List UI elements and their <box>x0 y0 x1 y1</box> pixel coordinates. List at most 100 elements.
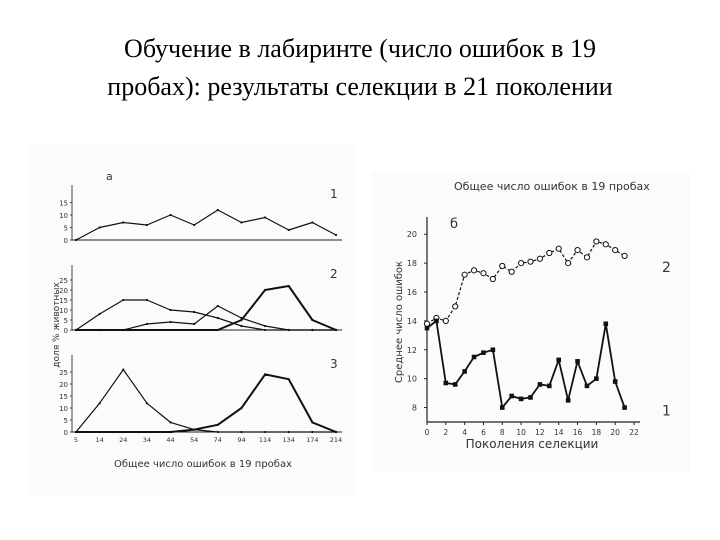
panel-b-point-series-2 <box>461 271 468 278</box>
panel-a-subplot-label-2: 2 <box>330 267 338 281</box>
panel-a-point <box>74 328 78 332</box>
panel-b-point-series-2 <box>527 258 534 265</box>
panel-b-point-series-1 <box>547 383 552 389</box>
panel-a-point <box>122 368 125 371</box>
panel-b-ytick-label: 20 <box>407 230 417 239</box>
panel-b-point-series-1 <box>565 398 571 403</box>
panel-a-point <box>216 316 219 320</box>
panel-b-xtick-label: 18 <box>592 428 602 437</box>
panel-a-point <box>169 308 172 312</box>
panel-b-point-series-1 <box>612 379 618 384</box>
panel-b-point-series-1 <box>537 382 543 387</box>
slide-title: Обучение в лабиринте (число ошибок в 19 … <box>20 30 700 106</box>
panel-b-point-series-1 <box>603 321 609 327</box>
panel-a-point <box>169 328 172 332</box>
panel-b-xtick-label: 22 <box>629 428 639 437</box>
panel-b-point-series-1 <box>443 380 449 386</box>
panel-a-point <box>263 288 267 292</box>
panel-b-xtick-label: 2 <box>443 428 448 437</box>
panel-b-xlabel: Поколения селекции <box>466 437 599 451</box>
panel-b-xtick-label: 20 <box>610 428 620 437</box>
panel-b-ytick-label: 16 <box>407 288 417 297</box>
panel-a-point <box>145 298 149 302</box>
panel-a-series-line-3-2 <box>76 373 337 433</box>
panel-a-point <box>74 430 78 434</box>
panel-a-xtick-label: 94 <box>237 436 245 444</box>
panel-b-ytick-label: 14 <box>407 317 417 326</box>
panel-b-point-series-2 <box>489 275 496 283</box>
panel-a-point <box>216 430 219 434</box>
panel-a-point <box>169 213 172 217</box>
panel-b-point-series-1 <box>556 357 562 363</box>
panel-a-point <box>216 208 219 212</box>
panel-b-xtick-label: 6 <box>481 428 486 437</box>
panel-a-point <box>98 430 101 434</box>
panel-a-ytick-label: 15 <box>59 297 68 305</box>
panel-b-point-series-1 <box>575 359 580 364</box>
panel-b-xtick-label: 14 <box>554 428 564 437</box>
panel-a-point <box>122 298 125 302</box>
panel-a-ytick-label: 10 <box>59 307 68 315</box>
panel-a-point <box>98 226 101 229</box>
panel-a-point <box>334 328 338 332</box>
panel-b-xtick-label: 16 <box>573 428 583 437</box>
panel-a-series-line-1-1 <box>75 209 337 241</box>
panel-a-point <box>122 430 125 434</box>
panel-b-series-line-1 <box>426 319 626 409</box>
panel-b-point-series-2 <box>470 267 478 274</box>
panel-a-subplot-label-3: 3 <box>330 357 338 371</box>
panel-b-point-series-2 <box>593 238 600 245</box>
panel-a-ylabel: доля % животных <box>52 282 62 368</box>
panel-a-point <box>311 421 314 424</box>
panel-a-xlabel: Общее число ошибок в 19 пробах <box>114 459 292 470</box>
panel-a-ytick-label: 0 <box>64 237 68 245</box>
panel-b-point-series-1 <box>499 405 505 410</box>
slide-title-line-1: Обучение в лабиринте (число ошибок в 19 <box>124 34 596 63</box>
panel-b-xtick-label: 10 <box>516 428 526 437</box>
panel-a-ytick-label: 10 <box>59 212 68 220</box>
panel-a-point <box>240 318 243 322</box>
panel-a-point <box>193 223 196 227</box>
panel-a-point <box>98 328 101 332</box>
panel-a-ytick-label: 25 <box>59 277 68 285</box>
panel-b-title: Общее число ошибок в 19 пробах <box>454 180 650 193</box>
panel-b-point-series-1 <box>481 350 486 355</box>
panel-b-ytick-label: 18 <box>407 259 417 268</box>
panel-a-point <box>216 423 219 426</box>
panel-a-point <box>240 406 243 410</box>
panel-a-point <box>145 402 149 405</box>
panel-a-xtick-label: 114 <box>259 436 271 444</box>
panel-b-point-series-1 <box>471 354 477 360</box>
panel-a-point <box>98 402 101 405</box>
panel-b-series-line-2 <box>426 240 625 325</box>
panel-a-ytick-label: 5 <box>64 225 68 233</box>
panel-a-point <box>334 233 338 237</box>
panel-a-series-line-2-3 <box>76 285 337 331</box>
panel-a-point <box>193 322 196 326</box>
panel-b-series-label-2: 2 <box>662 260 671 276</box>
panel-a-xtick-label: 34 <box>143 436 151 444</box>
panel-b-label: б <box>450 217 458 232</box>
panel-b-ylabel: Среднее число ошибок <box>394 261 405 383</box>
panel-b-point-series-2 <box>536 255 544 262</box>
panel-a-xtick-label: 14 <box>95 436 103 444</box>
panel-a-point <box>334 430 338 434</box>
panel-a-point <box>145 328 149 332</box>
panel-a-point <box>216 328 219 332</box>
panel-a-ytick-label: 5 <box>64 317 68 325</box>
panel-a-point <box>122 221 125 224</box>
panel-a-point <box>145 430 149 434</box>
panel-a-point <box>263 328 267 332</box>
panel-b-point-series-1 <box>490 347 496 353</box>
panel-b-point-series-2 <box>499 262 506 270</box>
panel-a-point <box>240 221 243 224</box>
panel-a-point <box>193 310 196 314</box>
panel-b-series-label-1: 1 <box>662 404 671 420</box>
panel-a-point <box>287 378 290 381</box>
panel-b-point-series-2 <box>452 303 459 310</box>
panel-a-point <box>122 328 125 332</box>
panel-a-ytick-label: 0 <box>64 429 68 437</box>
panel-b-point-series-2 <box>602 241 609 248</box>
panel-b-point-series-2 <box>508 268 515 275</box>
